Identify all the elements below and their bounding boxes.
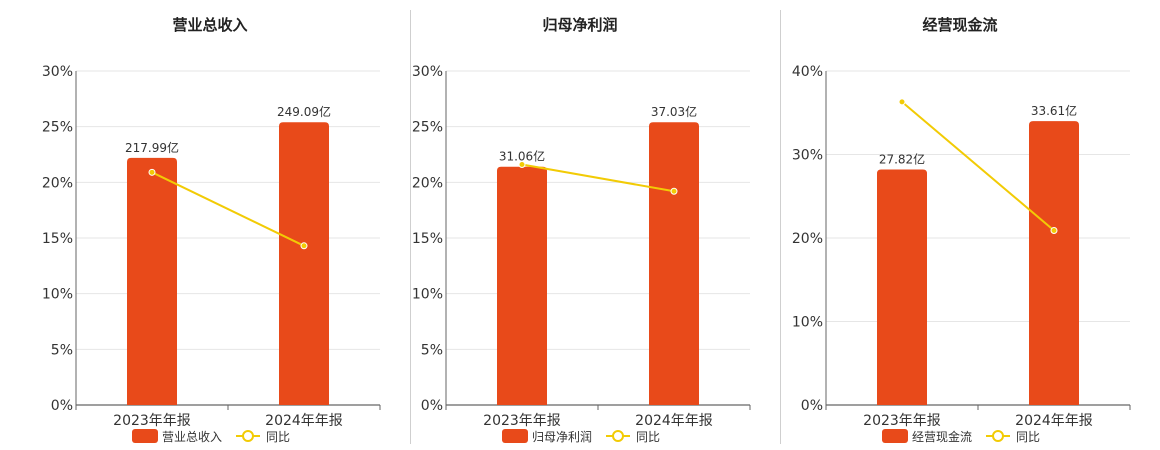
legend-label: 营业总收入 (162, 430, 222, 444)
y-tick-label: 10% (792, 315, 823, 331)
y-tick-label: 0% (801, 398, 823, 414)
y-tick-label: 0% (421, 398, 443, 414)
yoy-point (300, 242, 308, 250)
legend-label: 归母净利润 (532, 430, 592, 444)
legend-swatch-bar (882, 429, 908, 443)
yoy-point (148, 168, 156, 176)
legend-swatch-bar (132, 429, 158, 443)
y-tick-label: 5% (51, 342, 73, 358)
legend-swatch-bar (502, 429, 528, 443)
x-tick-label: 2024年年报 (635, 413, 713, 429)
bar-value-label: 217.99亿 (125, 140, 179, 155)
yoy-point (670, 187, 678, 195)
chart-panel-revenue: 营业总收入 (40, 0, 380, 450)
y-tick-label: 30% (792, 148, 823, 164)
y-tick-label: 5% (421, 342, 443, 358)
legend-label: 同比 (636, 430, 660, 444)
yoy-line (521, 163, 675, 193)
y-tick-label: 10% (412, 287, 443, 303)
chart-panel-net-profit: 归母净利润 (410, 0, 750, 450)
yoy-line (151, 171, 305, 247)
bar (649, 122, 699, 406)
x-tick-label: 2023年年报 (113, 413, 191, 429)
x-tick-label: 2023年年报 (863, 413, 941, 429)
yoy-point (898, 98, 906, 106)
y-tick-label: 25% (412, 120, 443, 136)
chart-title: 营业总收入 (172, 16, 248, 34)
divider (780, 10, 781, 444)
legend-label: 同比 (1016, 430, 1040, 444)
bar (279, 122, 329, 406)
y-tick-label: 25% (42, 120, 73, 136)
y-tick-label: 30% (412, 64, 443, 80)
legend-label: 同比 (266, 430, 290, 444)
y-tick-label: 15% (412, 231, 443, 247)
legend-swatch-marker (612, 430, 624, 442)
y-tick-label: 10% (42, 287, 73, 303)
chart-title: 归母净利润 (542, 16, 618, 34)
y-tick-label: 20% (792, 231, 823, 247)
y-tick-label: 15% (42, 231, 73, 247)
bar-value-label: 31.06亿 (499, 149, 545, 164)
bar-value-label: 249.09亿 (277, 104, 331, 119)
bar (1029, 121, 1079, 405)
yoy-line (901, 101, 1055, 232)
y-tick-label: 30% (42, 64, 73, 80)
x-tick-label: 2024年年报 (265, 413, 343, 429)
y-tick-label: 20% (42, 175, 73, 191)
legend-swatch-marker (242, 430, 254, 442)
divider (410, 10, 411, 444)
bar-value-label: 37.03亿 (651, 104, 697, 119)
chart-title: 经营现金流 (922, 16, 998, 34)
x-tick-label: 2024年年报 (1015, 413, 1093, 429)
y-tick-label: 0% (51, 398, 73, 414)
x-tick-label: 2023年年报 (483, 413, 561, 429)
y-tick-label: 40% (792, 64, 823, 80)
bar (127, 157, 177, 405)
legend-swatch-marker (992, 430, 1004, 442)
chart-panel-cash-flow: 经营现金流 (780, 0, 1140, 450)
bar (497, 166, 547, 405)
bar-value-label: 33.61亿 (1031, 103, 1077, 118)
y-tick-label: 20% (412, 175, 443, 191)
legend-label: 经营现金流 (912, 429, 972, 444)
bar-value-label: 27.82亿 (879, 152, 925, 167)
yoy-point (518, 161, 526, 169)
yoy-point (1050, 226, 1058, 234)
bar (877, 169, 927, 405)
